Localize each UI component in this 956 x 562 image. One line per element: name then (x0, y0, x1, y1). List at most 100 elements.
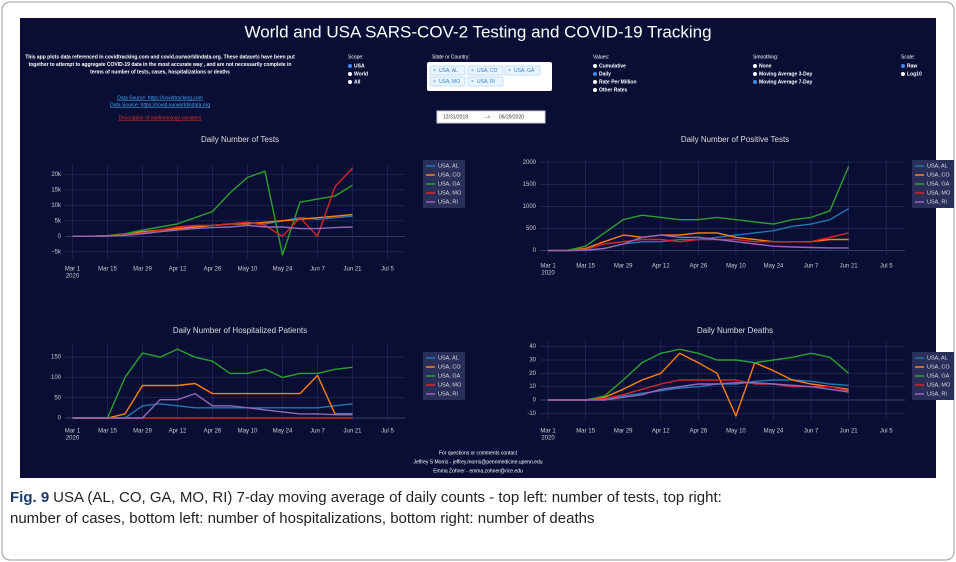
series-line (72, 374, 353, 419)
x-tick-label: May 24 (273, 429, 293, 435)
y-tick-label: 15k (51, 187, 62, 193)
radio-button[interactable] (593, 64, 597, 68)
state-chip[interactable] (429, 65, 466, 76)
legend-label: USA, MO (438, 382, 462, 388)
chip-remove: × (433, 79, 436, 85)
data-source-link: Data Source: https://covidtracking.com (117, 95, 203, 101)
legend-label: USA, CO (927, 172, 950, 178)
control-label: Scale: (901, 54, 915, 60)
radio-button[interactable] (753, 64, 757, 68)
state-chip[interactable] (429, 76, 466, 87)
x-tick-label: Mar 29 (614, 264, 633, 270)
y-tick-label: 0 (533, 248, 537, 254)
y-tick-label: 10 (529, 384, 536, 390)
x-tick-label: Mar 29 (133, 429, 152, 435)
legend-label: USA, GA (927, 181, 950, 187)
x-tick-label: Jun 7 (804, 264, 819, 270)
radio-button[interactable] (348, 72, 352, 76)
y-tick-label: 500 (526, 226, 537, 232)
x-tick-label: Apr 26 (204, 429, 222, 435)
x-year-label: 2020 (541, 271, 555, 277)
x-tick-label: Apr 12 (652, 264, 670, 270)
radio-label: Log10 (907, 71, 922, 77)
x-tick-label: Jun 7 (310, 429, 325, 435)
x-tick-label: May 10 (726, 429, 746, 435)
x-tick-label: Jun 21 (343, 429, 362, 435)
control-label: Smoothing: (753, 54, 778, 60)
series-line (548, 352, 849, 417)
radio-label: World (354, 71, 368, 77)
y-tick-label: 2000 (523, 160, 537, 166)
caption-label: Fig. 9 (10, 489, 49, 506)
radio-button[interactable] (593, 88, 597, 92)
state-chip[interactable] (504, 65, 541, 76)
y-tick-label: 1000 (523, 204, 537, 210)
data-source-link: Data Source: https://covid.ourworldindat… (110, 102, 210, 108)
x-tick-label: Jun 21 (840, 264, 859, 270)
x-tick-label: Apr 26 (690, 264, 708, 270)
legend-label: USA, CO (438, 364, 461, 370)
series-line (72, 348, 353, 419)
y-tick-label: 100 (51, 375, 62, 381)
radio-button[interactable] (348, 64, 352, 68)
series-line (548, 382, 849, 401)
chip-label: USA, CO (477, 68, 498, 74)
series-line (72, 224, 353, 237)
legend-label: USA, AL (927, 355, 948, 361)
control-label: State or Country: (432, 54, 470, 60)
state-chip[interactable] (467, 76, 504, 87)
series-line (72, 170, 353, 256)
chart-title: Daily Number Deaths (697, 326, 773, 335)
chip-label: USA, AL (439, 68, 458, 74)
legend-label: USA, MO (438, 190, 462, 196)
legend-label: USA, AL (438, 355, 459, 361)
x-tick-label: May 10 (726, 264, 746, 270)
radio-label: All (354, 79, 361, 85)
y-tick-label: 150 (51, 355, 62, 361)
series-line (548, 166, 850, 252)
legend-label: USA, GA (927, 373, 950, 379)
series-line (548, 348, 850, 401)
radio-label: Rate Per Million (599, 79, 637, 85)
x-tick-label: Jul 5 (880, 264, 893, 270)
x-tick-label: May 24 (764, 264, 784, 270)
x-tick-label: May 10 (238, 429, 258, 435)
legend-label: USA, MO (927, 190, 951, 196)
legend-label: USA, RI (927, 391, 947, 397)
x-tick-label: Mar 1 (65, 267, 81, 273)
chip-label: USA, GA (514, 68, 535, 74)
x-tick-label: Jun 21 (840, 429, 859, 435)
control-label: Scope: (348, 54, 364, 60)
x-tick-label: Apr 12 (169, 429, 187, 435)
date-range[interactable] (436, 110, 546, 124)
x-tick-label: Apr 12 (652, 429, 670, 435)
caption-text: USA (AL, CO, GA, MO, RI) 7-day moving av… (53, 489, 722, 506)
legend-label: USA, AL (927, 163, 948, 169)
y-tick-label: 40 (529, 344, 536, 350)
chip-remove: × (433, 68, 436, 74)
radio-button[interactable] (593, 72, 597, 76)
radio-button[interactable] (901, 64, 905, 68)
radio-button[interactable] (348, 80, 352, 84)
x-year-label: 2020 (66, 436, 80, 442)
state-chip[interactable] (467, 65, 504, 76)
description-line: This app plots data referenced in covidt… (25, 54, 295, 60)
description-line: together to attempt to aggregate COVID-1… (29, 62, 292, 68)
legend-label: USA, GA (438, 373, 461, 379)
radio-button[interactable] (901, 72, 905, 76)
radio-button[interactable] (753, 72, 757, 76)
footer-line: For questions or comments contact (439, 450, 518, 456)
x-tick-label: May 24 (764, 429, 784, 435)
chip-remove: × (508, 68, 511, 74)
legend-label: USA, RI (927, 199, 947, 205)
radio-button[interactable] (753, 80, 757, 84)
radio-button[interactable] (593, 80, 597, 84)
x-tick-label: Mar 15 (576, 429, 595, 435)
x-tick-label: Jun 21 (343, 267, 362, 273)
x-tick-label: Mar 29 (133, 267, 152, 273)
x-tick-label: May 10 (238, 267, 258, 273)
x-tick-label: Mar 15 (576, 264, 595, 270)
app-panel (20, 18, 936, 478)
description-line: terms of number of tests, cases, hospita… (90, 69, 230, 75)
control-label: Values: (593, 54, 609, 60)
